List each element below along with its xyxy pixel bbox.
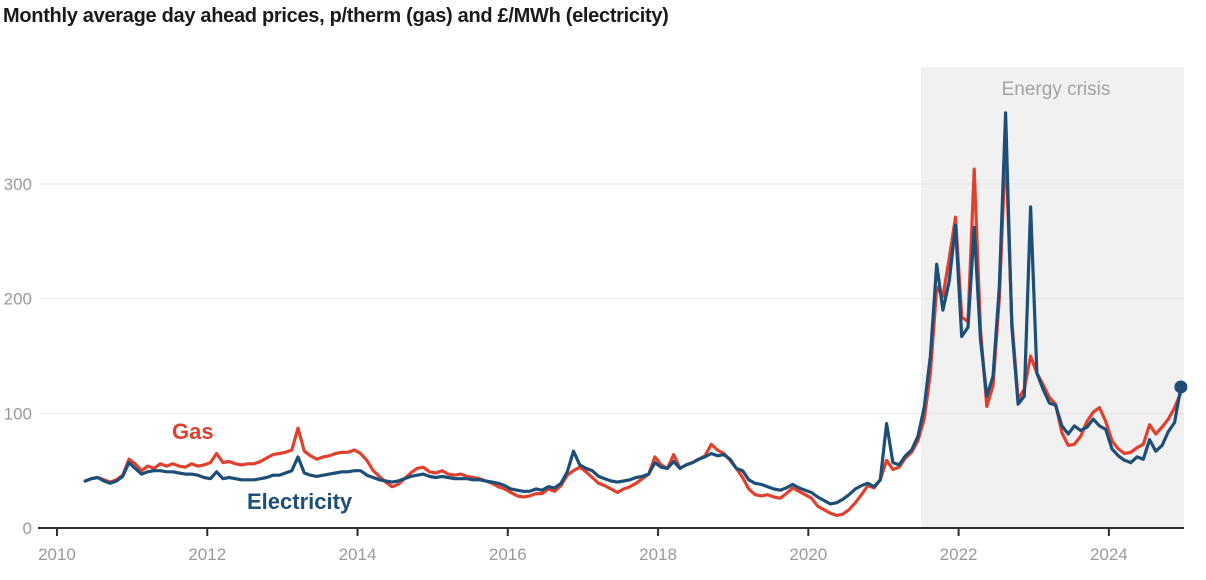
x-tick-label-2010: 2010 xyxy=(38,545,76,564)
electricity-end-dot xyxy=(1174,380,1188,394)
energy-crisis-label: Energy crisis xyxy=(1001,79,1111,100)
y-tick-label-200: 200 xyxy=(4,290,32,309)
x-tick-label-2020: 2020 xyxy=(789,545,827,564)
gas-series-label: Gas xyxy=(172,419,214,444)
y-tick-label-100: 100 xyxy=(4,404,32,423)
electricity-series-label: Electricity xyxy=(247,489,353,514)
x-tick-label-2016: 2016 xyxy=(489,545,527,564)
x-tick-label-2024: 2024 xyxy=(1090,545,1128,564)
x-tick-label-2022: 2022 xyxy=(940,545,978,564)
series-electricity-line xyxy=(83,111,1183,506)
x-tick-label-2014: 2014 xyxy=(339,545,377,564)
energy-crisis-region xyxy=(921,67,1184,528)
y-tick-label-0: 0 xyxy=(23,519,32,538)
y-tick-label-300: 300 xyxy=(4,175,32,194)
x-tick-label-2012: 2012 xyxy=(188,545,226,564)
page-title: Monthly average day ahead prices, p/ther… xyxy=(3,5,669,27)
x-tick-label-2018: 2018 xyxy=(639,545,677,564)
